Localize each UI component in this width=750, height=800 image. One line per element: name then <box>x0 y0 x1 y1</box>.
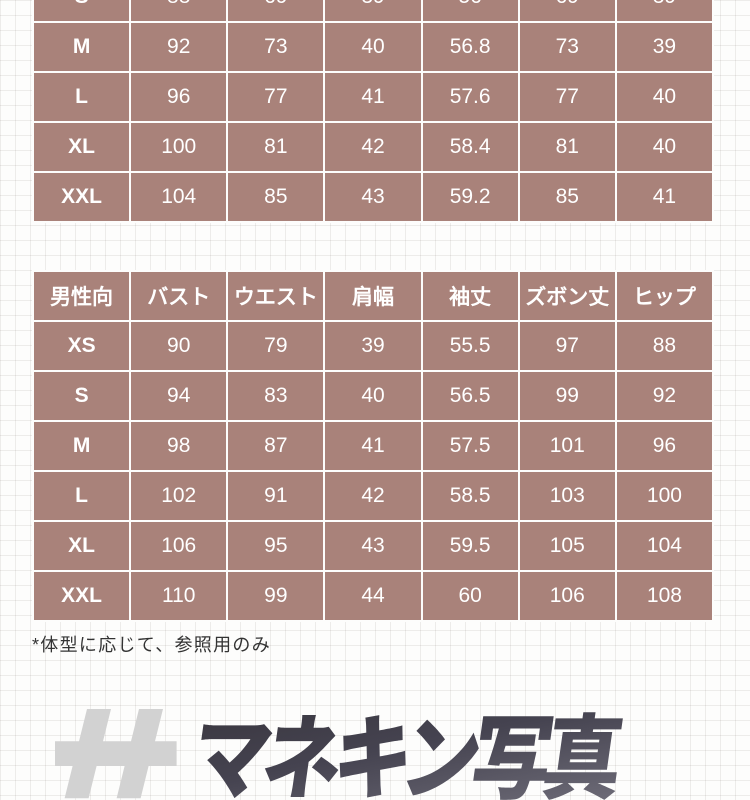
svg-text:マネキン写真: マネキン写真 <box>184 703 631 800</box>
